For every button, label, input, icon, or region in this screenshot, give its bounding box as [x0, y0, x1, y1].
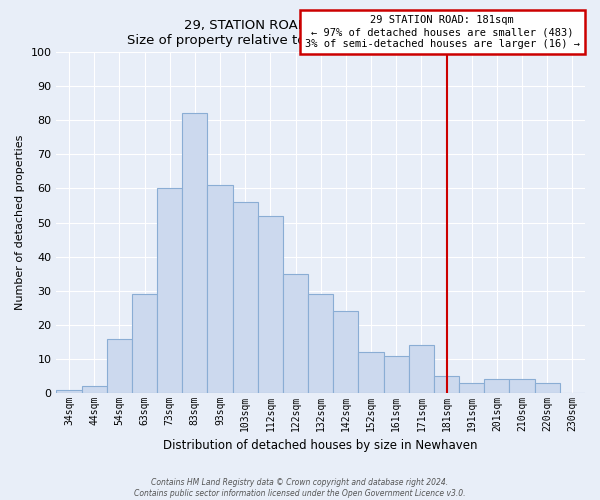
Y-axis label: Number of detached properties: Number of detached properties [15, 135, 25, 310]
Bar [258, 216, 283, 393]
Bar [459, 383, 484, 393]
Bar [484, 380, 509, 393]
Bar [333, 312, 358, 393]
Bar [233, 202, 258, 393]
Bar [509, 380, 535, 393]
Bar [208, 185, 233, 393]
Bar [182, 114, 208, 393]
Bar [434, 376, 459, 393]
X-axis label: Distribution of detached houses by size in Newhaven: Distribution of detached houses by size … [163, 440, 478, 452]
Bar [82, 386, 107, 393]
Bar [132, 294, 157, 393]
Bar [107, 338, 132, 393]
Bar [409, 346, 434, 393]
Text: 29 STATION ROAD: 181sqm
← 97% of detached houses are smaller (483)
3% of semi-de: 29 STATION ROAD: 181sqm ← 97% of detache… [305, 16, 580, 48]
Bar [308, 294, 333, 393]
Bar [358, 352, 383, 393]
Bar [157, 188, 182, 393]
Bar [383, 356, 409, 393]
Title: 29, STATION ROAD, NEWHAVEN, BN9 0NL
Size of property relative to detached houses: 29, STATION ROAD, NEWHAVEN, BN9 0NL Size… [127, 18, 515, 46]
Bar [283, 274, 308, 393]
Text: Contains HM Land Registry data © Crown copyright and database right 2024.
Contai: Contains HM Land Registry data © Crown c… [134, 478, 466, 498]
Bar [535, 383, 560, 393]
Bar [56, 390, 82, 393]
